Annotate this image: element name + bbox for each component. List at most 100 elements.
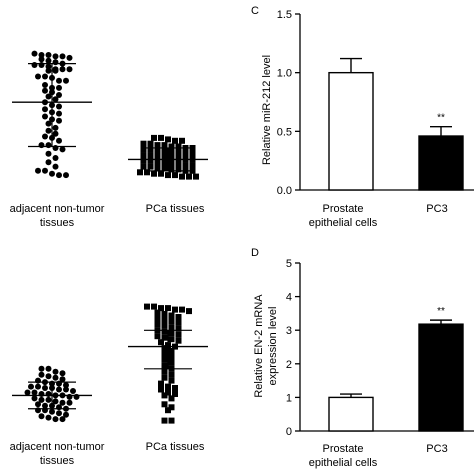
panel-d-category-1-line-1: Prostate [323, 443, 364, 455]
panel-d-label: D [251, 247, 259, 259]
panel-a-series-2-point-35 [175, 160, 182, 167]
panel-c-category-1-line-2: epithelial cells [309, 217, 378, 229]
panel-a-series-1-point-55 [52, 163, 59, 170]
panel-c-bar-2 [418, 135, 464, 191]
panel-a-series-2-point-38 [140, 163, 147, 170]
panel-b-series-2-point-31 [161, 345, 168, 352]
panel-b-series-2-point-13 [161, 317, 168, 323]
panel-b-series-2-point-12 [154, 315, 161, 322]
panel-a-series-1-point-50 [52, 145, 59, 151]
panel-d-y-axis-label-line-2: expression level [267, 307, 279, 386]
panel-a-series-1-point-9 [52, 59, 59, 66]
panel-b-series-1-point-19 [63, 386, 69, 393]
panel-b-series-2-point-17 [161, 322, 168, 329]
panel-b-series-2-point-53 [165, 407, 171, 414]
panel-a-series-2-point-51 [172, 172, 178, 179]
panel-a-series-2-point-45 [189, 167, 196, 174]
panel-a-series-1-point-29 [56, 92, 62, 98]
panel-a-series-2-point-6 [140, 140, 147, 147]
panel-a-series-1-point-31 [52, 96, 59, 103]
panel-a-series-2-point-10 [168, 143, 175, 150]
panel-c-bar-1 [328, 71, 374, 191]
panel-c-y-tick-label-4: 1.5 [277, 9, 292, 21]
panel-b-series-2-point-8 [154, 309, 161, 316]
panel-b-series-2-point-50 [168, 395, 175, 402]
panel-a-series-2-point-52 [179, 173, 185, 180]
panel-a-series-2-point-54 [193, 173, 199, 180]
panel-d-y-tick-label-4: 3 [286, 325, 292, 337]
panel-c-bar-2-significance: ** [437, 113, 445, 124]
panel-b-series-2-point-6 [179, 306, 185, 313]
panel-b-series-1-point-18 [56, 386, 62, 393]
panel-d-y-tick-label-5: 4 [286, 292, 292, 304]
panel-b: adjacent non-tumor tissues PCa tissues [10, 303, 208, 467]
panel-b-series-2-point-51 [161, 401, 168, 408]
panel-b-series-1-point-29 [31, 395, 38, 402]
panel-a-series-1-point-49 [45, 142, 52, 149]
panel-a-series-2-point-24 [154, 153, 161, 160]
panel-a-series-1-point-60 [63, 172, 69, 179]
panel-a-series-2-point-21 [189, 150, 196, 157]
panel-a-series-2-point-2 [158, 134, 164, 141]
panel-a-series-1-point-13 [45, 63, 52, 70]
panel-a-series-1-point-45 [42, 133, 48, 140]
panel-a-series-1-point-48 [38, 142, 45, 149]
panel-a-series-2-point-1 [151, 134, 157, 141]
panel-b-series-1-point-13 [63, 382, 69, 389]
panel-d-bar-2-significance: ** [437, 306, 445, 317]
panel-b-series-2-point-34 [168, 354, 175, 360]
panel-c-y-tick-label-3: 1.0 [277, 68, 292, 80]
panel-a-series-2-point-32 [154, 159, 161, 166]
panel-b-category-1-line-1: adjacent non-tumor [10, 441, 105, 453]
panel-a-series-2-point-43 [175, 166, 182, 173]
panel-a-series-1-point-37 [56, 110, 62, 117]
panel-a-series-1-point-43 [45, 127, 52, 134]
panel-a-series-1-point-6 [66, 54, 73, 61]
panel-d-y-tick-label-2: 1 [286, 392, 292, 404]
panel-a-series-1-point-56 [35, 167, 41, 174]
panel-a-series-1-point-26 [56, 84, 62, 91]
panel-a-series-1-point-42 [52, 124, 59, 131]
panel-a-series-2-point-23 [147, 152, 154, 159]
panel-b-series-2-point-23 [175, 331, 182, 338]
panel-a-marks [12, 50, 208, 180]
panel-a-series-2-point-11 [175, 143, 182, 150]
panel-a-series-1-point-51 [59, 146, 66, 153]
panel-b-series-2-point-40 [168, 371, 175, 378]
panel-a-series-2-point-53 [186, 173, 192, 180]
panel-b-series-1-point-1 [38, 365, 45, 372]
panel-a-series-1-point-15 [59, 66, 66, 73]
panel-b-series-1-point-42 [49, 408, 55, 415]
panel-b-series-1-point-43 [56, 410, 62, 417]
panel-d-bar-1 [328, 396, 374, 432]
panel-b-series-1-point-5 [38, 371, 45, 378]
panel-d: D Relative EN-2 mRNA expression level 0 1… [251, 247, 474, 469]
panel-b-series-1-point-21 [24, 389, 31, 396]
panel-a-series-1-point-4 [52, 53, 59, 60]
panel-b-series-2-point-46 [158, 386, 164, 393]
panel-d-bar-2 [418, 323, 464, 432]
panel-a-series-2-point-27 [175, 155, 182, 161]
panel-b-series-2-point-11 [175, 314, 182, 320]
panel-b-series-2-point-19 [175, 325, 182, 332]
panel-b-series-2-point-21 [161, 328, 168, 335]
panel-b-series-2-point-54 [161, 417, 168, 424]
panel-a-series-2-point-26 [168, 155, 175, 161]
panel-b-series-2-point-4 [165, 305, 171, 312]
panel-b-series-2-point-15 [175, 319, 182, 326]
panel-b-series-1-point-20 [70, 388, 76, 394]
panel-b-series-1-point-44 [63, 411, 69, 418]
panel-a-series-2-point-3 [165, 136, 171, 143]
panel-a-series-2-point-42 [168, 166, 175, 173]
panel-b-series-1-point-8 [59, 376, 66, 383]
panel-a-series-2-point-40 [154, 165, 161, 171]
panel-d-category-2: PC3 [426, 443, 447, 455]
panel-a-series-2-point-17 [161, 147, 168, 154]
panel-a-series-2-point-8 [154, 142, 161, 149]
panel-a-series-2-point-16 [154, 147, 161, 154]
panel-a-series-2-point-20 [182, 150, 189, 157]
panel-b-series-2-point-37 [161, 362, 168, 369]
panel-a-series-1-point-20 [42, 73, 48, 80]
panel-b-series-2-point-7 [186, 308, 192, 315]
